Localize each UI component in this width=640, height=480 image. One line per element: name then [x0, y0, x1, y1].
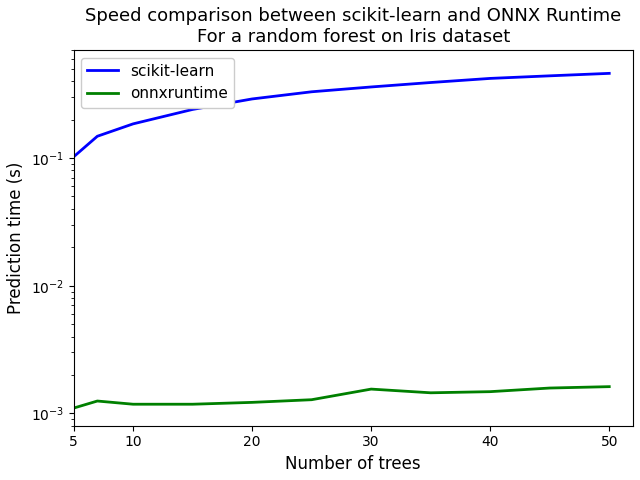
- scikit-learn: [367, 84, 375, 90]
- onnxruntime: [427, 390, 435, 396]
- scikit-learn: [546, 73, 554, 79]
- onnxruntime: [486, 389, 494, 395]
- Line: onnxruntime: onnxruntime: [74, 387, 609, 408]
- X-axis label: Number of trees: Number of trees: [285, 455, 421, 473]
- Y-axis label: Prediction time (s): Prediction time (s): [7, 162, 25, 314]
- scikit-learn: [189, 107, 196, 112]
- onnxruntime: [129, 401, 137, 407]
- scikit-learn: [93, 133, 101, 139]
- scikit-learn: [248, 96, 256, 102]
- onnxruntime: [93, 398, 101, 404]
- onnxruntime: [367, 386, 375, 392]
- onnxruntime: [189, 401, 196, 407]
- scikit-learn: [129, 121, 137, 127]
- onnxruntime: [605, 384, 613, 390]
- onnxruntime: [248, 399, 256, 405]
- scikit-learn: [427, 80, 435, 85]
- onnxruntime: [308, 397, 316, 403]
- onnxruntime: [70, 405, 77, 411]
- Legend: scikit-learn, onnxruntime: scikit-learn, onnxruntime: [81, 58, 234, 108]
- scikit-learn: [605, 71, 613, 76]
- scikit-learn: [70, 154, 77, 160]
- Title: Speed comparison between scikit-learn and ONNX Runtime
For a random forest on Ir: Speed comparison between scikit-learn an…: [85, 7, 621, 46]
- onnxruntime: [546, 385, 554, 391]
- scikit-learn: [308, 89, 316, 95]
- Line: scikit-learn: scikit-learn: [74, 73, 609, 157]
- scikit-learn: [486, 75, 494, 81]
